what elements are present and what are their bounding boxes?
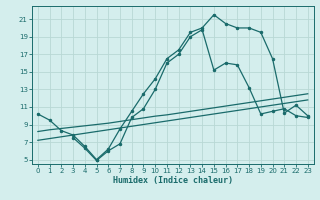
X-axis label: Humidex (Indice chaleur): Humidex (Indice chaleur) (113, 176, 233, 185)
